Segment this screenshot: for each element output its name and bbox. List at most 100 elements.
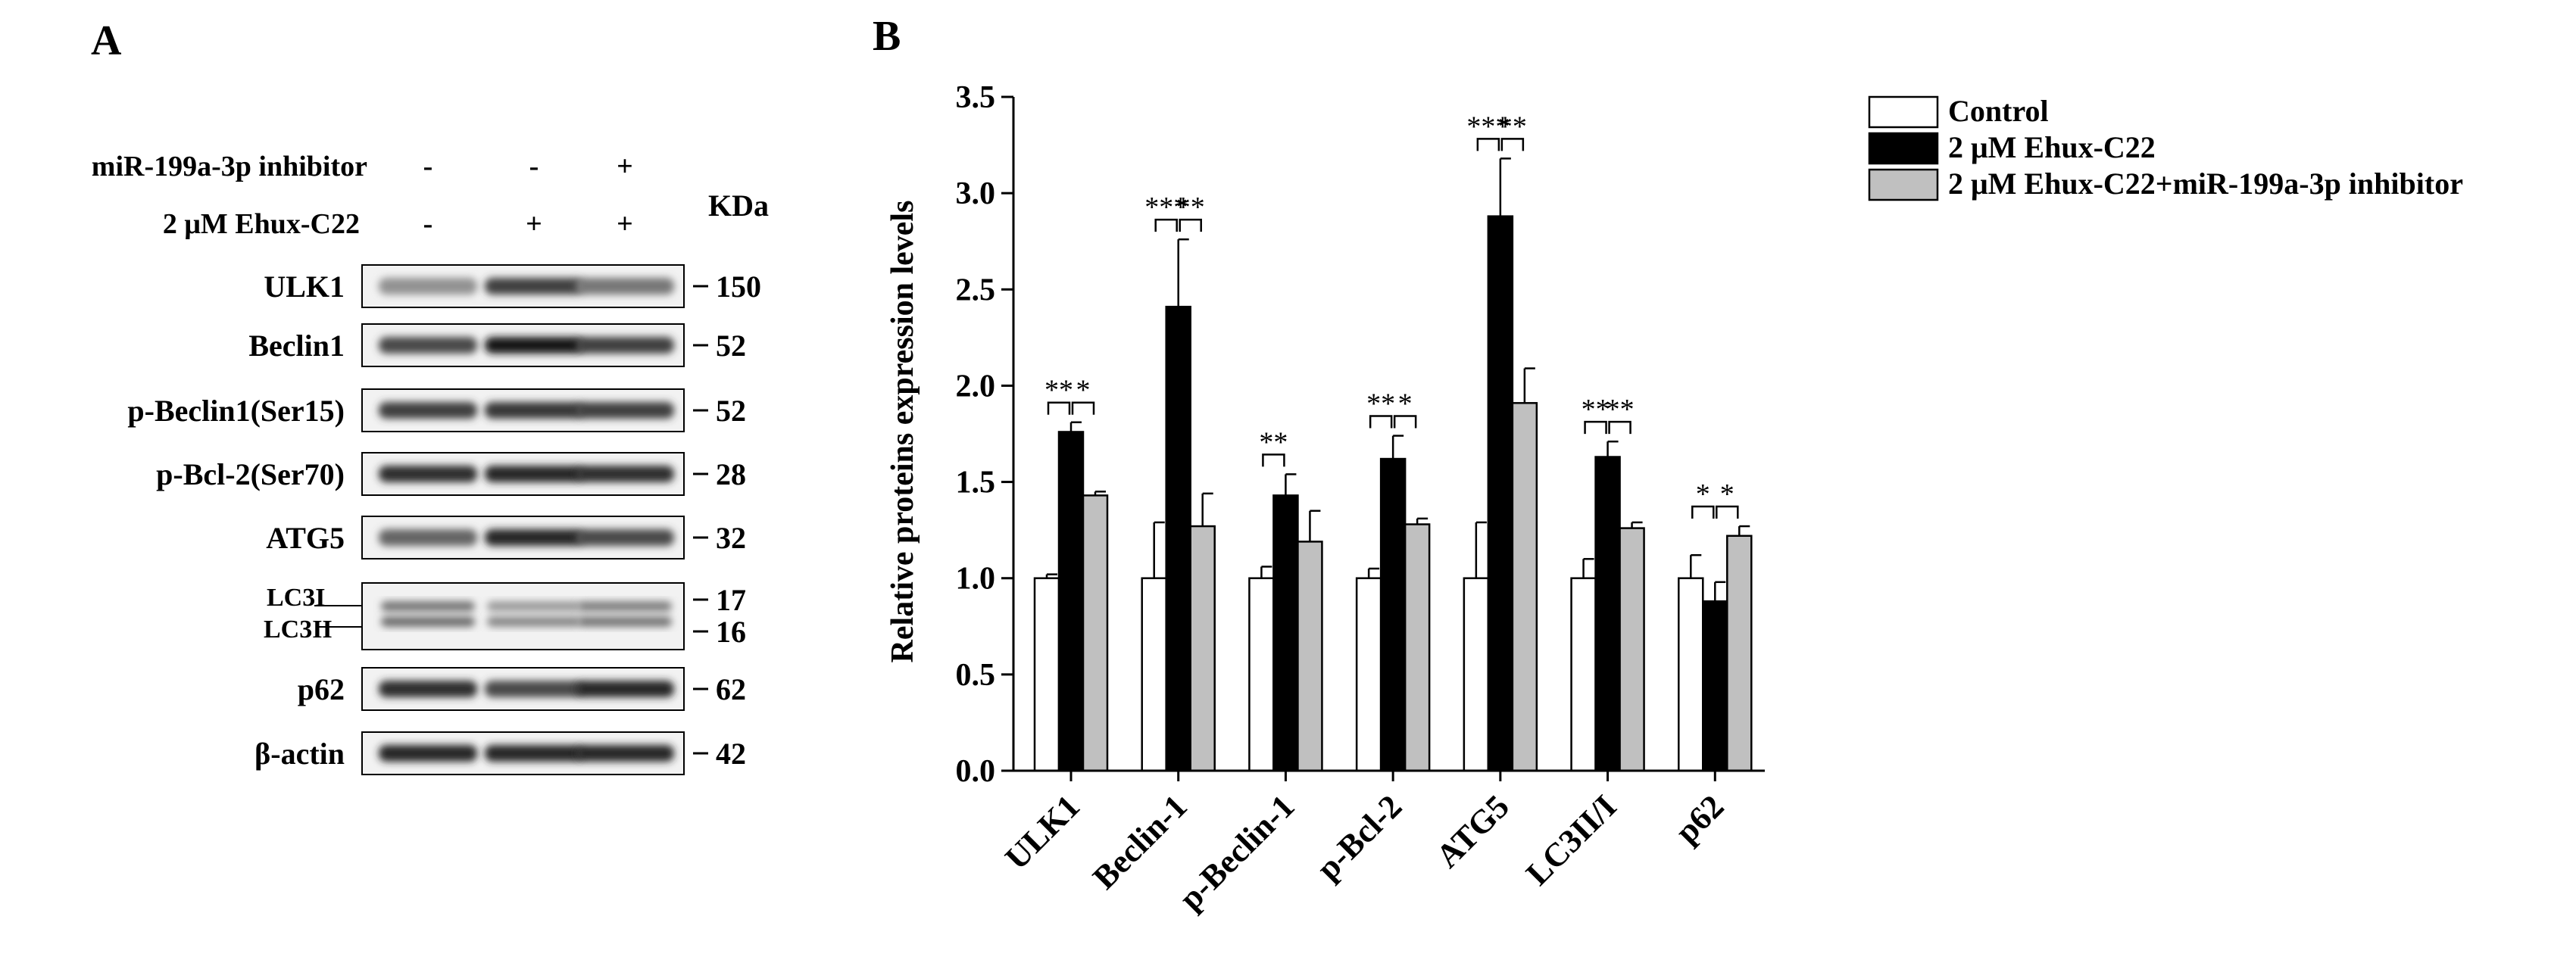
- sig-stars-left: *: [1696, 478, 1710, 510]
- kda-value: 52: [716, 394, 746, 428]
- x-tick-label: p-Beclin-1: [1172, 787, 1301, 917]
- sig-stars-left: **: [1582, 394, 1610, 425]
- blot-band: [379, 745, 477, 762]
- treatment-sign: +: [526, 208, 542, 240]
- y-tick-label: 2.5: [956, 273, 996, 307]
- x-tick-label: LC3II/I: [1519, 787, 1623, 892]
- blot-protein-label: p-Beclin1(Ser15): [127, 394, 345, 428]
- blot-band: [485, 745, 583, 762]
- sig-bracket-left: [1691, 505, 1715, 519]
- bar: [1057, 431, 1085, 772]
- bar: [1033, 577, 1060, 772]
- sig-bracket-left: [1476, 138, 1500, 151]
- bar: [1248, 577, 1275, 772]
- significance-brackets: ** ********** *********** *: [1044, 111, 1739, 519]
- y-tick-label: 0.5: [956, 658, 996, 693]
- blot-band: [578, 601, 672, 612]
- sig-stars-right: *: [1076, 375, 1091, 407]
- bar: [1726, 535, 1753, 772]
- blot-band: [487, 601, 581, 612]
- sig-stars-right: **: [1606, 394, 1635, 425]
- blot-band: [576, 278, 674, 295]
- sig-bracket-left: [1154, 218, 1178, 232]
- blot-row: Beclin1 52: [248, 323, 746, 367]
- y-tick-label: 3.5: [956, 80, 996, 115]
- treatment-name: miR-199a-3p inhibitor: [92, 151, 367, 182]
- bar: [1165, 305, 1191, 772]
- y-tick-label: 2.0: [956, 369, 996, 404]
- y-tick-label: 0.0: [956, 754, 996, 789]
- blot-band: [379, 278, 477, 295]
- blot-band: [485, 337, 583, 354]
- sig-bracket-left: [1262, 454, 1285, 467]
- treatment-sign: +: [617, 208, 633, 240]
- bars: [1033, 215, 1753, 772]
- sig-bracket-right: [1179, 218, 1202, 232]
- sig-bracket-right: [1608, 420, 1631, 435]
- kda-value: 62: [716, 672, 746, 706]
- blot-band: [485, 466, 583, 482]
- blot-protein-label: Beclin1: [248, 329, 345, 363]
- bar: [1379, 457, 1407, 772]
- blot-protein-label: ATG5: [266, 521, 345, 555]
- treatment-sign: +: [617, 151, 633, 182]
- blot-protein-label: p-Bcl-2(Ser70): [156, 457, 345, 491]
- treatment-sign: -: [529, 151, 539, 182]
- lc3i-label: LC3I: [267, 584, 325, 612]
- blot-band: [381, 616, 475, 627]
- blot-protein-label: ULK1: [264, 270, 345, 304]
- y-axis: 0.0 0.5 1.0 1.5 2.0 2.5 3.0 3.5: [956, 80, 1015, 789]
- kda-value: 42: [716, 737, 746, 771]
- kda-value: 16: [716, 615, 746, 649]
- bar: [1570, 577, 1597, 772]
- y-tick-label: 1.5: [956, 466, 996, 500]
- kda-value: 150: [716, 270, 761, 304]
- blot-band: [576, 337, 674, 354]
- sig-bracket-left: [1369, 415, 1393, 429]
- blot-band: [576, 529, 674, 546]
- x-tick-label: ULK1: [998, 787, 1087, 877]
- blot-row: p-Beclin1(Ser15) 52: [127, 388, 746, 432]
- blot-band: [379, 681, 477, 697]
- sig-stars-right: **: [1498, 111, 1527, 142]
- legend-swatch: [1868, 95, 1939, 129]
- blot-band: [487, 616, 581, 627]
- blot-band: [576, 745, 674, 762]
- kda-value: 52: [716, 329, 746, 363]
- legend-label: 2 μM Ehux-C22+miR-199a-3p inhibitor: [1948, 167, 2463, 201]
- western-blot-panel: A miR-199a-3p inhibitor - - +2 μM Ehux-C22 -…: [91, 17, 769, 775]
- blot-band: [485, 681, 583, 697]
- blot-band: [381, 601, 475, 612]
- treatment-rows: miR-199a-3p inhibitor - - +2 μM Ehux-C22 - + +: [92, 151, 633, 240]
- blot-band: [379, 337, 477, 354]
- bar: [1297, 541, 1323, 772]
- treatment-name: 2 μM Ehux-C22: [163, 208, 360, 240]
- x-tick-label: p-Bcl-2: [1310, 787, 1409, 887]
- legend-swatch: [1868, 168, 1939, 201]
- legend-label: Control: [1948, 94, 2049, 128]
- x-tick-label: ATG5: [1429, 787, 1516, 874]
- kda-value: 17: [716, 583, 746, 617]
- sig-stars-left: **: [1044, 375, 1073, 407]
- blot-band: [379, 466, 477, 482]
- blot-row: ATG5 32: [266, 516, 746, 559]
- sig-bracket-right: [1716, 505, 1739, 519]
- y-tick-label: 3.0: [956, 176, 996, 211]
- blot-protein-label: β-actin: [254, 737, 345, 771]
- blot-band: [485, 402, 583, 419]
- y-axis-label: Relative proteins expression levels: [885, 201, 920, 663]
- blot-row: p62 62: [298, 667, 746, 711]
- panel-a-label: A: [91, 17, 122, 64]
- sig-stars-left: **: [1366, 388, 1395, 420]
- sig-stars-left: ***: [1144, 192, 1188, 223]
- panel-b-label: B: [873, 13, 901, 60]
- sig-bracket-left: [1047, 401, 1071, 415]
- bar: [1082, 494, 1109, 772]
- sig-bracket-right: [1500, 138, 1525, 151]
- blot-band: [578, 616, 672, 627]
- bar: [1141, 577, 1167, 772]
- blot-row: ULK1 150: [264, 264, 761, 308]
